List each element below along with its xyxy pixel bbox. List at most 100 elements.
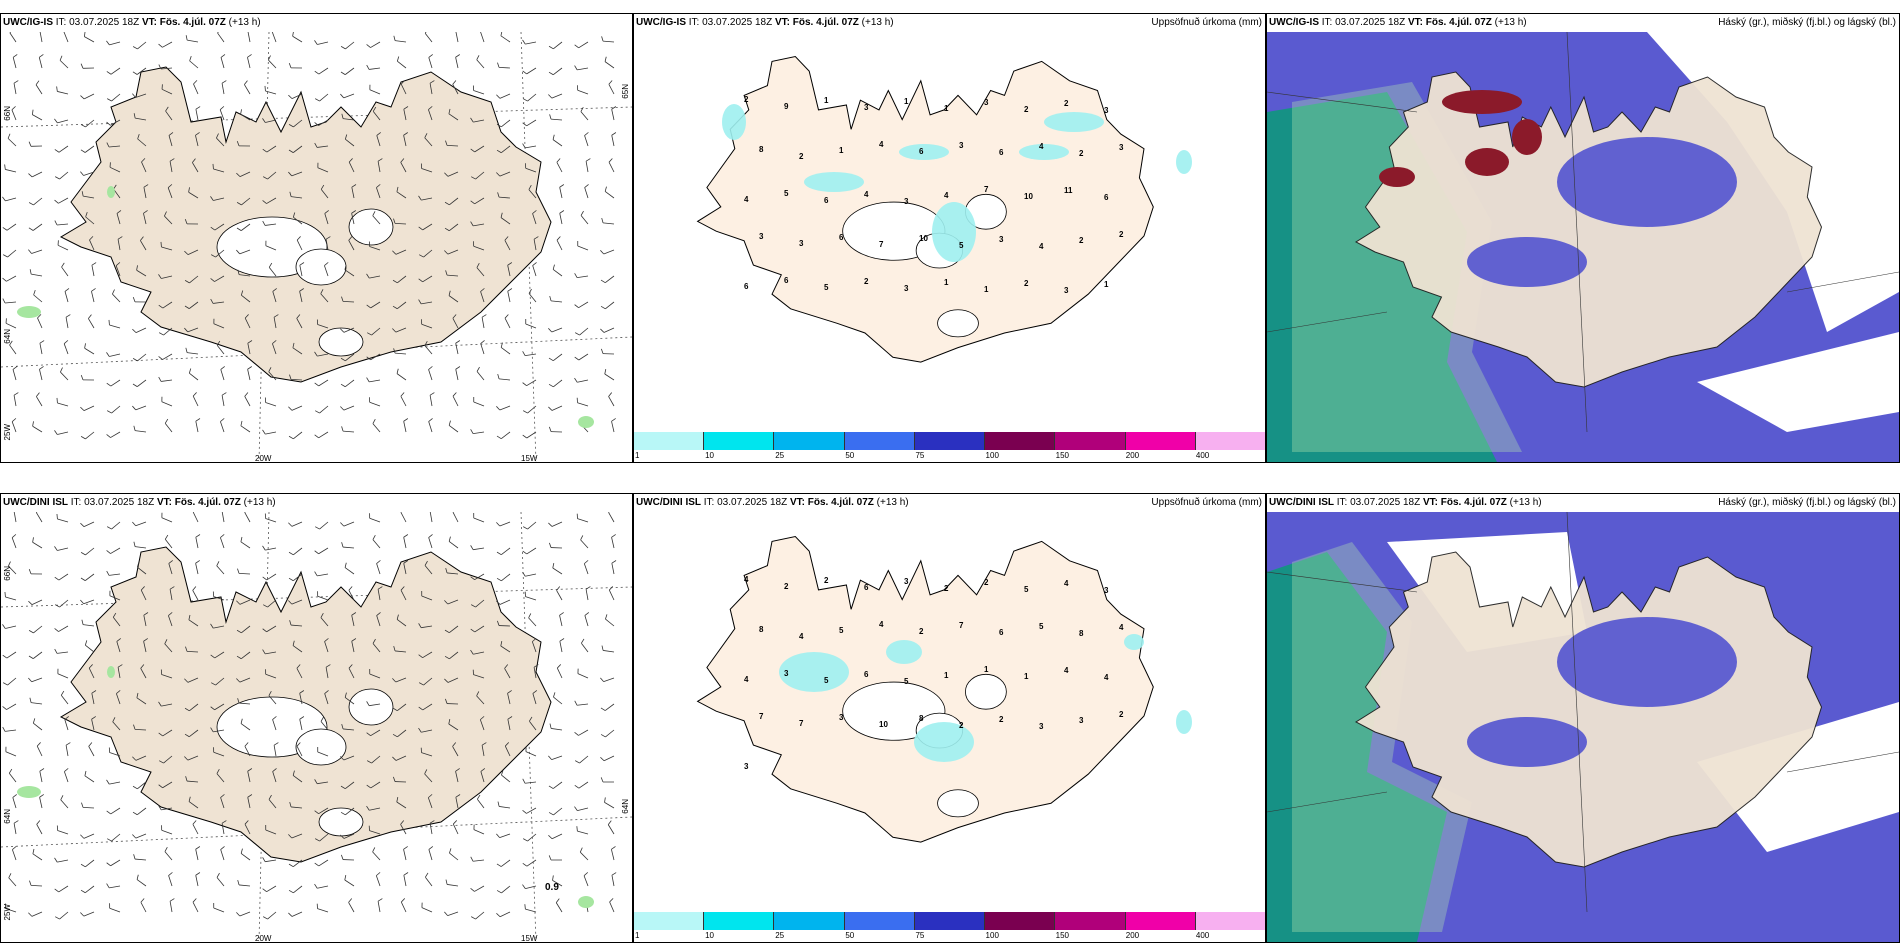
wind-barb [528,293,537,303]
wind-barb-flag [184,305,190,309]
wind-barb-flag [84,343,86,349]
wind-barb-flag [221,80,227,84]
wind-barb-flag [237,269,240,275]
wind-barb [109,595,121,601]
wind-barb-flag [608,392,613,397]
wind-barb [57,651,69,654]
wind-barb-flag [31,109,34,115]
wind-barb [343,430,355,433]
precip-patch [886,640,922,664]
wind-barb [83,93,95,100]
wind-barb [501,573,511,582]
wind-barb [421,907,433,913]
wind-barb [376,615,381,627]
wind-barb-flag [192,820,197,825]
colorbar-tick: 150 [1055,451,1070,460]
wind-barb [425,876,433,887]
wind-barb-flag [403,560,409,564]
wind-barb-flag [344,264,347,270]
wind-barb [213,907,225,913]
colorbar-swatch [914,912,986,930]
wind-barb [611,109,615,121]
wind-barb [36,745,43,757]
wind-barb [504,318,511,329]
wind-barb [324,213,329,225]
wind-barb-flag [400,820,405,825]
wind-barb-flag [36,820,41,825]
clear-sky [1697,332,1899,432]
wind-barb [395,650,407,653]
wind-barb [525,167,537,173]
wind-barb-flag [195,560,200,564]
wind-barb-flag [54,604,60,608]
wind-barb-flag [372,534,376,540]
wind-barb [369,807,381,811]
colorbar-swatch [844,912,915,930]
wind-barb-flag [453,820,458,825]
wind-barb [109,145,121,148]
wind-barb-flag [351,638,357,642]
wind-barb-flag [192,898,197,903]
wind-barb-flag [7,133,11,139]
wind-barb [88,318,95,329]
precip-value: 7 [984,185,989,194]
wind-barb-flag [168,132,174,136]
wind-barb-flag [580,210,584,216]
wind-barb [82,807,95,809]
wind-barb-flag [289,374,292,380]
wind-barb [189,60,199,69]
wind-barb-flag [237,568,240,574]
wind-barb-flag [195,872,201,876]
wind-barb [403,109,407,121]
wind-barb [448,295,459,303]
wind-barb-flag [428,794,433,798]
wind-barb [266,885,277,893]
wind-barb-flag [522,122,527,127]
wind-barb [109,885,121,889]
wind-barb [476,371,485,381]
wind-barb-flag [548,328,553,333]
wind-barb [376,563,381,575]
lon-label-25w: 25W [3,904,12,921]
wind-barb-flag [80,95,85,100]
wind-barb [473,674,485,679]
wind-barb [137,781,147,790]
wind-barb [578,41,589,49]
wind-barb-flag [272,288,277,292]
wind-barb-flag [552,875,554,881]
wind-barb-flag [188,796,191,802]
wind-barb [501,547,511,556]
wind-barb-flag [496,149,502,154]
wind-barb [111,833,121,842]
wind-barb-flag [522,550,527,555]
wind-barb-flag [549,542,552,548]
wind-barb-flag [418,706,423,711]
wind-barb [110,807,121,815]
wind-barb [499,405,511,411]
wind-barb [31,677,43,683]
wind-barb-flag [314,779,318,784]
wind-barb [604,802,615,809]
wind-barb-flag [377,898,383,902]
wind-barb-flag [418,195,422,201]
wind-barb-flag [340,785,346,790]
wind-barb [83,405,95,411]
precip-colorbar [634,912,1265,930]
wind-barb-flag [559,184,565,188]
wind-barb-flag [210,706,215,711]
wind-barb-flag [604,369,607,375]
wind-barb-flag [522,382,527,386]
wind-barb [213,168,225,173]
wind-barb-flag [392,250,397,255]
wind-barb [611,135,615,147]
wind-barb [532,693,537,705]
wind-barb [32,541,43,549]
wind-barb [109,41,121,46]
wind-barb [424,565,433,575]
wind-barb [421,595,433,601]
wind-barb [525,573,537,577]
wind-barb-flag [372,211,376,216]
wind-barb-flag [444,201,450,206]
wind-barb [265,245,277,251]
wind-barb [110,379,121,387]
